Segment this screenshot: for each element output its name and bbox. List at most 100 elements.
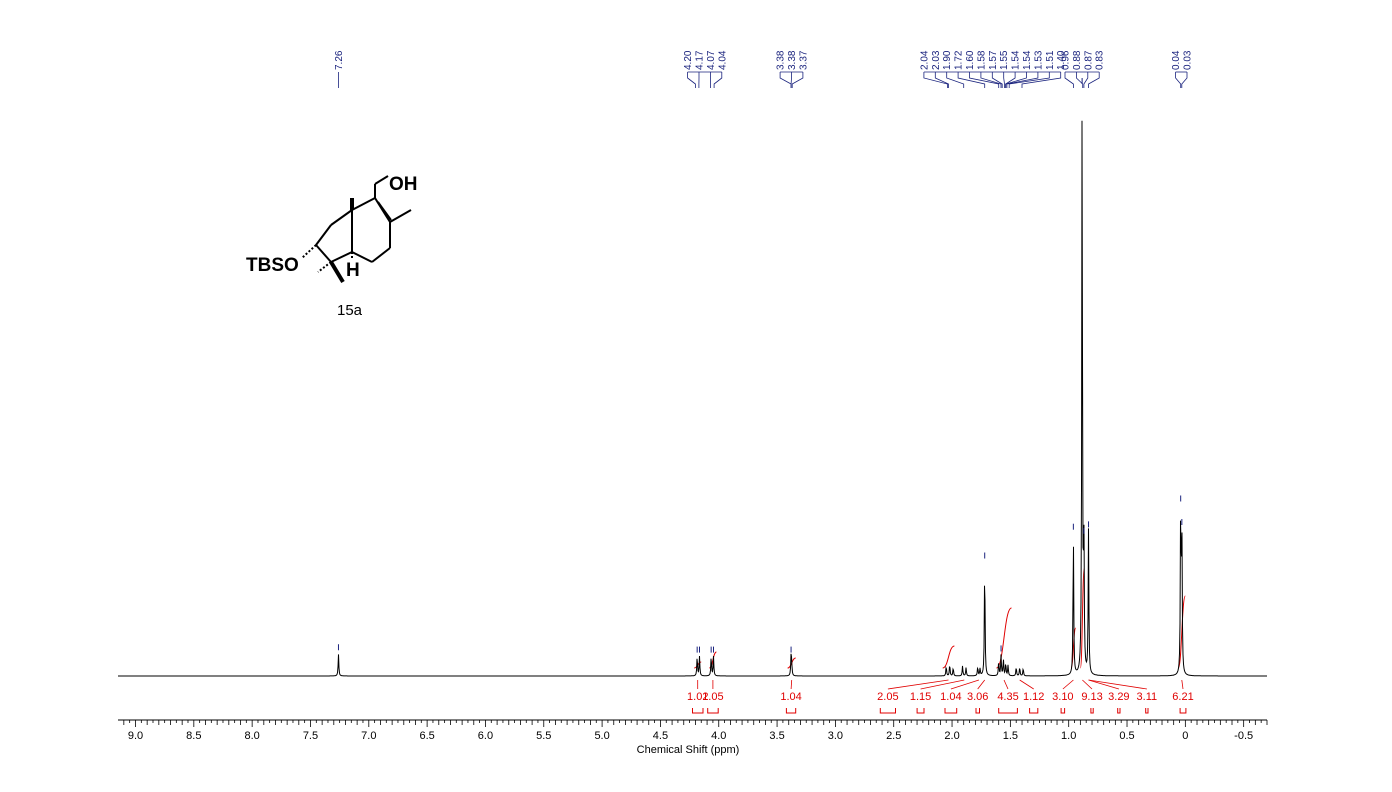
integral-bracket [1145, 708, 1149, 714]
x-tick-label: 8.0 [244, 730, 259, 742]
bond [301, 244, 317, 259]
integral-connector [1062, 679, 1074, 690]
peak-label: 1.57 [988, 50, 999, 70]
peak-label-connector [946, 72, 965, 88]
bond [351, 251, 373, 263]
integral-connector [790, 679, 793, 690]
x-tick-label: 3.0 [828, 730, 843, 742]
x-tick-label: 5.5 [536, 730, 551, 742]
bond [317, 261, 332, 273]
integral-value: 3.10 [1052, 691, 1073, 703]
integral-value: 3.11 [1137, 691, 1158, 703]
peak-label: 0.96 [1061, 50, 1072, 70]
integral-value: 3.29 [1108, 691, 1129, 703]
peak-label: 1.55 [999, 50, 1010, 70]
integral-connector [1181, 679, 1184, 690]
peak-label-connector [934, 72, 949, 88]
integral-connector [1088, 679, 1120, 690]
tbso-label: TBSO [246, 255, 299, 276]
integral-value: 1.12 [1023, 691, 1044, 703]
peak-label: 1.72 [954, 50, 965, 70]
bond [374, 197, 391, 223]
peak-label: 3.38 [787, 50, 798, 70]
bond [329, 260, 345, 284]
bond [330, 209, 353, 226]
integral-bracket [1090, 708, 1094, 714]
peak-label: 7.26 [334, 50, 345, 70]
integral-bracket [1029, 708, 1039, 714]
compound-id: 15a [337, 302, 363, 319]
x-tick-label: 0.5 [1119, 730, 1134, 742]
peak-label-connector [1088, 72, 1100, 88]
peak-label: 3.37 [798, 50, 809, 70]
x-tick-label: 1.5 [1003, 730, 1018, 742]
peak-label: 1.53 [1033, 50, 1044, 70]
peak-label-connector [923, 72, 948, 88]
integral-bracket [916, 708, 925, 714]
integral-bracket [707, 708, 719, 714]
peak-label-connector [1181, 72, 1188, 88]
integral-bracket [975, 708, 980, 714]
x-tick-label: 7.0 [361, 730, 376, 742]
x-tick-label: 2.5 [886, 730, 901, 742]
integral-value: 3.06 [967, 691, 988, 703]
integral-connector [977, 679, 986, 690]
peak-label: 1.51 [1045, 50, 1056, 70]
peak-label-connector [957, 72, 986, 88]
x-tick-label: 8.5 [186, 730, 201, 742]
peak-label: 1.90 [942, 50, 953, 70]
peak-label: 4.04 [717, 50, 728, 70]
x-tick-label: 4.5 [653, 730, 668, 742]
integral-connector [1003, 679, 1009, 690]
integral-connector [920, 679, 965, 690]
integral-value: 1.04 [780, 691, 801, 703]
integral-curve [942, 645, 955, 669]
peak-label-connector [1083, 72, 1089, 88]
x-tick-label: 0 [1182, 730, 1188, 742]
peak-label-connector [1008, 72, 1050, 88]
integral-curves [694, 567, 1186, 690]
x-tick-label: 7.5 [303, 730, 318, 742]
peak-label-connector [687, 72, 696, 88]
spectrum-trace [118, 120, 1267, 677]
peak-label-connector [980, 72, 1002, 88]
bond [330, 251, 353, 263]
integral-connector [1082, 679, 1093, 690]
integral-bracket [692, 708, 704, 714]
peak-label: 1.54 [1022, 50, 1033, 70]
peak-label-connector [991, 72, 1003, 88]
peak-label-connector [713, 72, 723, 88]
peak-label: 0.03 [1183, 50, 1194, 70]
hydroxyl-label: OH [389, 174, 418, 195]
integral-bracket [785, 708, 797, 714]
peak-label: 4.20 [683, 50, 694, 70]
integral-bracket [879, 708, 896, 714]
integral-connector [1019, 679, 1034, 690]
peak-label-connector [1003, 72, 1005, 88]
integral-connector [950, 679, 980, 690]
integral-value: 1.15 [910, 691, 931, 703]
x-tick-label: 1.0 [1061, 730, 1076, 742]
peak-label: 2.04 [919, 50, 930, 70]
integral-value: 6.21 [1172, 691, 1193, 703]
bond [377, 201, 392, 221]
x-tick-label: 5.0 [594, 730, 609, 742]
peak-label-group: 7.26 4.20 4.17 4.07 4.04 3.38 3.38 3.37 2.04 2.03… [334, 50, 1194, 88]
x-axis: 9.0 8.5 8.0 7.5 7.0 6.5 6.0 5.5 5.0 4.5 4.0 3.5 3.0 2… [118, 719, 1268, 742]
integral-connector [1088, 679, 1147, 690]
x-tick-label: -0.5 [1234, 730, 1253, 742]
hydrogen-label: H [346, 260, 360, 281]
peak-label-connector [1021, 72, 1062, 88]
peak-label: 1.54 [1011, 50, 1022, 70]
molecule-structure-15a [301, 175, 412, 284]
peak-label-connector [791, 72, 804, 88]
peak-label-connector [1006, 72, 1039, 88]
peak-label: 2.03 [931, 50, 942, 70]
bond [371, 247, 391, 263]
peak-label: 0.87 [1083, 50, 1094, 70]
bond [315, 244, 332, 263]
integral-value: 4.35 [997, 691, 1018, 703]
integral-bracket [1060, 708, 1066, 714]
x-tick-label: 3.5 [769, 730, 784, 742]
